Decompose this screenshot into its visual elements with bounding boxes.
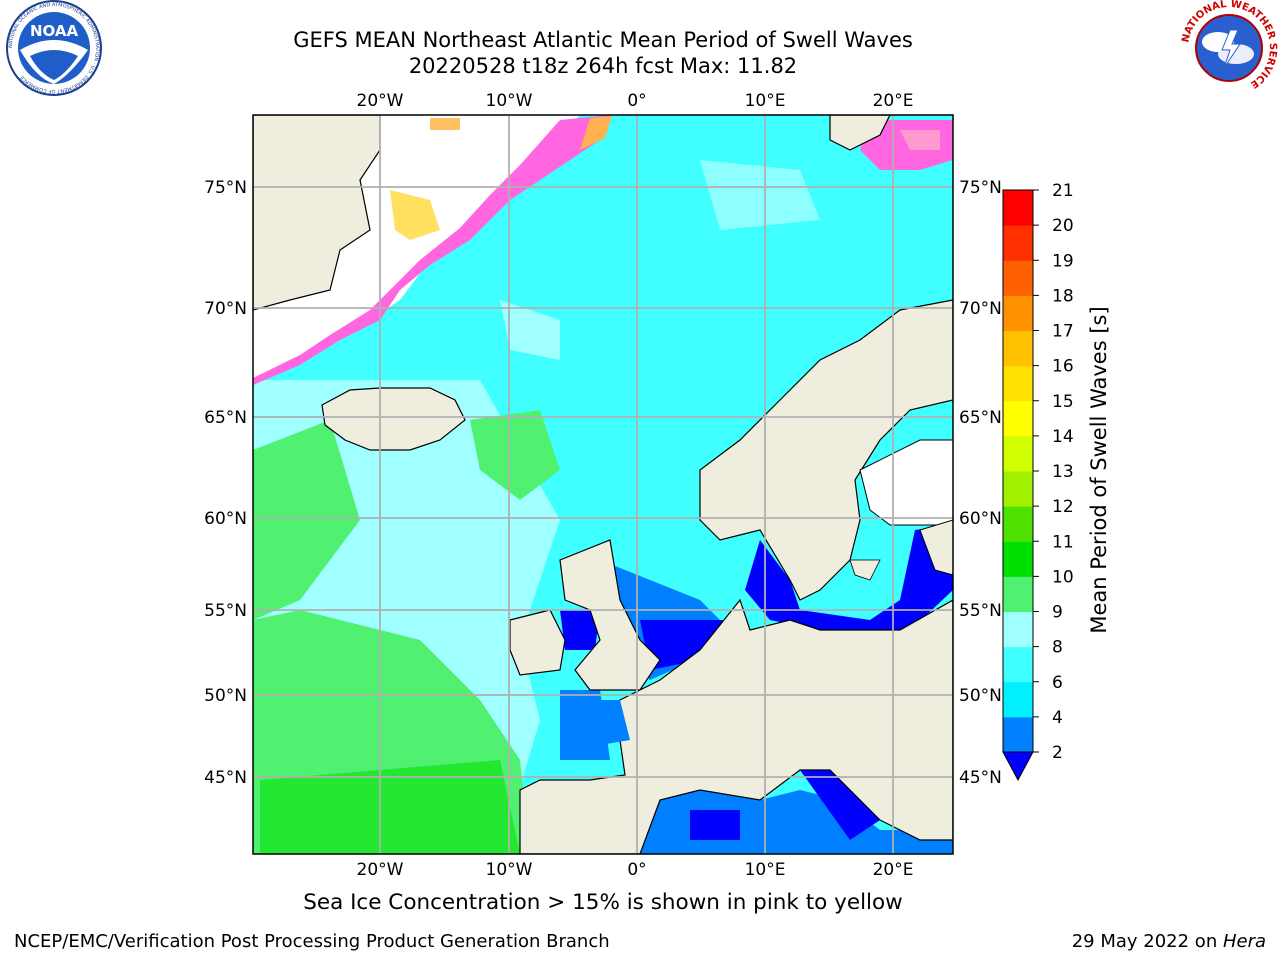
colorbar-segment — [1003, 435, 1033, 472]
lat-label-left: 60°N — [204, 509, 247, 529]
lon-label-top: 20°W — [357, 91, 404, 111]
noaa-logo: NOAA NATIONAL OCEANIC AND ATMOSPHERIC AD… — [6, 0, 102, 96]
map-gridlines — [253, 115, 953, 854]
colorbar-tick-label: 8 — [1052, 638, 1063, 658]
colorbar-segment — [1003, 400, 1033, 437]
colorbar-tick-label: 6 — [1052, 673, 1063, 693]
continental-europe-land — [519, 598, 953, 854]
lon-label-top: 10°W — [486, 91, 533, 111]
colorbar-segment — [1003, 576, 1033, 612]
lon-label-bottom: 20°E — [873, 860, 914, 880]
longitude-labels: 20°W 10°W 0° 10°E 20°E 20°W 10°W 0° 10°E… — [357, 91, 914, 880]
colorbar-segment — [1003, 611, 1033, 648]
lat-label-right: 65°N — [959, 408, 1002, 428]
colorbar-tick-label: 20 — [1052, 216, 1074, 236]
lat-label-right: 45°N — [959, 768, 1002, 788]
lat-label-right: 50°N — [959, 686, 1002, 706]
lon-label-top: 0° — [627, 91, 646, 111]
lon-label-bottom: 10°W — [486, 860, 533, 880]
chart-subtitle: 20220528 t18z 264h fcst Max: 11.82 — [408, 54, 798, 78]
colorbar-segment — [1003, 365, 1033, 402]
noaa-logo-text: NOAA — [30, 22, 79, 40]
colorbar-tick-label: 18 — [1052, 286, 1074, 306]
colorbar-segment — [1003, 681, 1033, 718]
colorbar-tick-label: 12 — [1052, 497, 1074, 517]
colorbar-segment — [1003, 190, 1033, 226]
colorbar-tick-label: 9 — [1052, 603, 1063, 623]
colorbar-tick-label: 15 — [1052, 392, 1074, 412]
colorbar-segment — [1003, 506, 1033, 542]
map-frame — [252, 114, 954, 855]
colorbar-segment — [1003, 716, 1033, 753]
lat-label-right: 75°N — [959, 178, 1002, 198]
colorbar-tick-label: 16 — [1052, 357, 1074, 377]
colorbar-tick-label: 4 — [1052, 708, 1063, 728]
footer-host: Hera — [1222, 931, 1266, 952]
lat-label-right: 55°N — [959, 601, 1002, 621]
map-field — [253, 115, 953, 854]
colorbar-tick-label: 13 — [1052, 462, 1074, 482]
colorbar-tick-label: 21 — [1052, 181, 1074, 201]
great-britain-land — [559, 539, 661, 691]
colorbar-segment — [1003, 541, 1033, 577]
colorbar-segment — [1003, 646, 1033, 683]
colorbar-segment — [1003, 260, 1033, 296]
colorbar: 2 4 6 8 9 10 11 12 13 14 15 16 17 18 19 20 21 — [1002, 181, 1074, 782]
colorbar-segment — [1003, 295, 1033, 331]
lon-label-top: 20°E — [873, 91, 914, 111]
colorbar-tick-label: 14 — [1052, 427, 1074, 447]
colorbar-tick-label: 2 — [1052, 743, 1063, 763]
map-caption: Sea Ice Concentration > 15% is shown in … — [303, 890, 903, 915]
footer-date: 29 May 2022 on Hera — [1072, 931, 1266, 952]
lat-label-left: 45°N — [204, 768, 247, 788]
lon-label-bottom: 20°W — [357, 860, 404, 880]
lat-label-left: 55°N — [204, 601, 247, 621]
lon-label-top: 10°E — [745, 91, 786, 111]
colorbar-segment — [1003, 330, 1033, 367]
chart-title: GEFS MEAN Northeast Atlantic Mean Period… — [293, 28, 913, 52]
nws-logo: NATIONAL WEATHER SERVICE — [1180, 0, 1278, 95]
lat-label-right: 60°N — [959, 509, 1002, 529]
lat-label-left: 70°N — [204, 299, 247, 319]
latitude-labels: 75°N 70°N 65°N 60°N 55°N 50°N 45°N 75°N … — [204, 178, 1002, 788]
lat-label-left: 65°N — [204, 408, 247, 428]
colorbar-segment — [1003, 471, 1033, 507]
colorbar-segment — [1003, 225, 1033, 261]
colorbar-label: Mean Period of Swell Waves [s] — [1087, 306, 1111, 633]
iceland-land — [321, 387, 466, 451]
colorbar-tick-label: 11 — [1052, 532, 1074, 552]
colorbar-tick-label: 10 — [1052, 567, 1074, 587]
lon-label-bottom: 10°E — [745, 860, 786, 880]
lat-label-left: 50°N — [204, 686, 247, 706]
colorbar-under-triangle — [1002, 751, 1034, 782]
lat-label-right: 70°N — [959, 299, 1002, 319]
footer-date-text: 29 May 2022 on — [1071, 931, 1223, 952]
colorbar-tick-label: 17 — [1052, 322, 1074, 342]
footer-branch: NCEP/EMC/Verification Post Processing Pr… — [14, 931, 610, 952]
lon-label-bottom: 0° — [627, 860, 646, 880]
colorbar-tick-label: 19 — [1052, 251, 1074, 271]
lat-label-left: 75°N — [204, 178, 247, 198]
scandinavia-land — [699, 299, 953, 601]
